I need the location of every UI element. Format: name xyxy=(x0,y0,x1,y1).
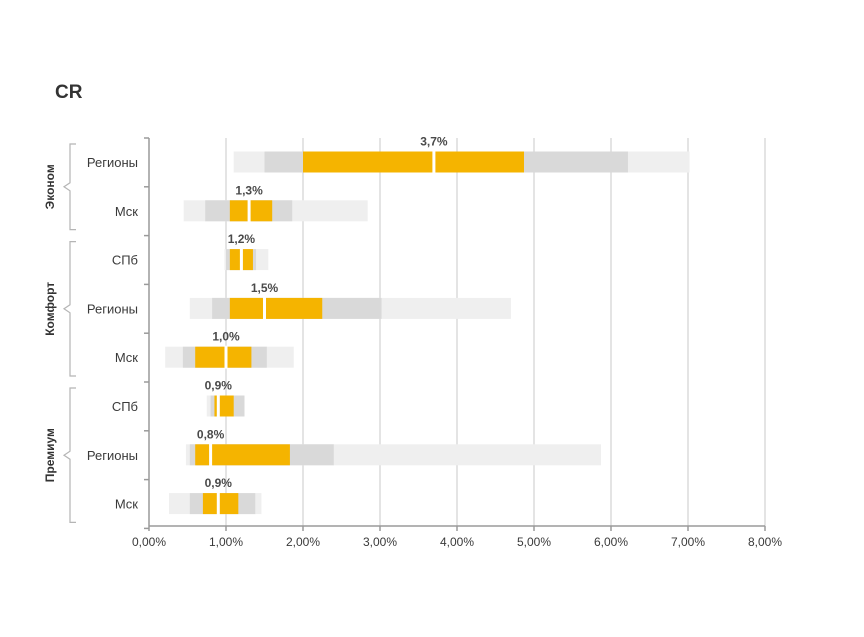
category-label: СПб xyxy=(112,253,138,268)
x-tick-label: 6,00% xyxy=(594,535,628,549)
value-label: 1,0% xyxy=(212,330,240,344)
bar-inner-range xyxy=(195,444,290,466)
category-label: Мск xyxy=(115,204,138,219)
axes xyxy=(62,137,766,531)
bar-median-marker xyxy=(247,199,251,223)
category-label: Регионы xyxy=(87,155,138,170)
group-label: Премиум xyxy=(43,428,57,482)
group-label: Эконом xyxy=(43,164,57,209)
bar-median-marker xyxy=(224,345,228,369)
group-bracket xyxy=(62,387,76,523)
value-label: 0,9% xyxy=(205,476,233,490)
labels: 0,00% 1,00% 2,00% 3,00% 4,00% 5,00% 6,00% 7,00%… xyxy=(43,135,782,550)
bar-median-marker xyxy=(216,492,220,516)
bar-inner-range xyxy=(195,346,252,368)
category-label: Регионы xyxy=(87,448,138,463)
group-label: Комфорт xyxy=(43,282,57,336)
x-tick-label: 1,00% xyxy=(209,535,243,549)
category-label: Регионы xyxy=(87,301,138,316)
grid-lines xyxy=(225,138,766,526)
x-tick-label: 8,00% xyxy=(748,535,782,549)
x-tick-label: 0,00% xyxy=(132,535,166,549)
value-label: 1,2% xyxy=(228,232,256,246)
bar-inner-range xyxy=(229,297,323,319)
chart-title: CR xyxy=(55,82,83,103)
x-tick-label: 3,00% xyxy=(363,535,397,549)
category-label: СПб xyxy=(112,399,138,414)
group-bracket xyxy=(62,241,76,377)
bar-median-marker xyxy=(209,443,213,467)
group-bracket xyxy=(62,143,76,231)
value-label: 3,7% xyxy=(420,135,448,149)
x-tick-label: 5,00% xyxy=(517,535,551,549)
bar-median-marker xyxy=(432,150,436,174)
x-tick-label: 2,00% xyxy=(286,535,320,549)
bar-inner-range xyxy=(229,200,273,222)
bar-inner-range xyxy=(303,151,524,173)
range-bars xyxy=(165,150,690,516)
bar-median-marker xyxy=(216,394,220,418)
bar-inner-range xyxy=(202,493,239,515)
value-label: 1,5% xyxy=(251,281,279,295)
value-label: 0,9% xyxy=(205,379,233,393)
x-tick-label: 4,00% xyxy=(440,535,474,549)
bar-median-marker xyxy=(263,296,266,320)
category-label: Мск xyxy=(115,350,138,365)
value-label: 1,3% xyxy=(235,183,263,197)
x-tick-label: 7,00% xyxy=(671,535,705,549)
category-label: Мск xyxy=(115,497,138,512)
bar-median-marker xyxy=(239,248,243,272)
value-label: 0,8% xyxy=(197,427,225,441)
